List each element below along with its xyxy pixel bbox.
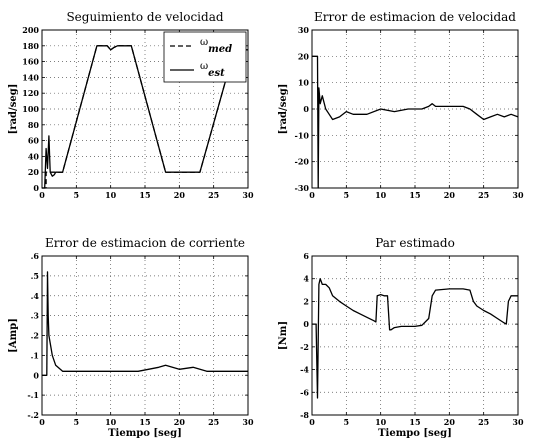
chart-panel-2: 0 5 10 15 20 25 30 -30 -20 -10 0 10 20 30 Error de est… [278,10,524,200]
legend-label-2: ωest [200,61,225,79]
x-tick-label-2: 10 [105,190,117,200]
x-tick-label-0: 0 [39,417,45,427]
y-tick-label-0: -30 [295,183,310,193]
x-tick-label-5: 25 [208,417,219,427]
x-tick-label-2: 10 [375,190,387,200]
chart-panel-4: 0 5 10 15 20 25 30 -8 -6 -4 -2 0 2 4 6 Par estimado [Nm]… [278,236,524,439]
y-tick-label-7: 6 [303,251,309,261]
y-tick-label-4: 0 [303,319,309,329]
x-tick-label-2: 10 [105,417,117,427]
chart-title: Seguimiento de velocidad [66,10,223,24]
y-tick-label-8: .6 [31,251,40,261]
y-tick-label-4: .2 [31,331,39,341]
y-tick-label-6: .4 [31,291,40,301]
y-tick-label-0: 0 [33,183,39,193]
y-tick-label-5: 20 [298,51,310,61]
x-tick-label-1: 5 [344,190,350,200]
y-tick-label-3: .1 [31,350,39,360]
x-tick-label-5: 25 [478,417,489,427]
plot-frame [41,255,249,416]
x-tick-label-0: 0 [39,190,45,200]
x-tick-label-6: 30 [242,190,254,200]
legend: ωmed ωest [163,31,247,83]
x-tick-label-5: 25 [208,190,219,200]
y-tick-label-6: 120 [22,88,39,98]
series-line-1 [312,55,519,189]
x-tick-label-4: 20 [174,190,186,200]
y-tick-label-9: 180 [22,41,39,51]
chart-panel-1: 0 5 10 15 20 25 30 0 20 40 60 80 100 120 140 160 180 200 S… [8,10,254,200]
y-tick-label-10: 200 [22,25,39,35]
y-tick-label-5: 2 [303,296,309,306]
x-tick-label-1: 5 [74,190,80,200]
x-tick-label-5: 25 [478,190,489,200]
y-tick-label-6: 30 [298,25,310,35]
legend-box [163,31,247,83]
x-tick-label-3: 15 [139,417,150,427]
y-axis-label: [Amp] [8,318,19,353]
y-tick-label-6: 4 [303,274,309,284]
series-line-2 [42,45,248,189]
y-tick-label-2: -10 [295,130,310,140]
legend-label-1: ωmed [200,37,232,55]
y-tick-label-1: -20 [295,157,310,167]
x-axis-label: Tiempo [seg] [108,428,182,439]
x-axis-label: Tiempo [seg] [378,428,452,439]
y-tick-label-2: 0 [33,370,39,380]
chart-panel-3: 0 5 10 15 20 25 30 -.2 -.1 0 .1 .2 .3 .4 .5 .6 Error de … [8,236,254,439]
chart-title: Par estimado [375,236,455,250]
y-tick-label-1: -.1 [27,390,39,400]
x-tick-label-3: 15 [409,417,420,427]
y-axis-label: [rad/seg] [278,84,289,135]
x-tick-label-4: 20 [444,417,456,427]
x-tick-label-1: 5 [74,417,80,427]
chart-title: Error de estimacion de velocidad [314,10,516,24]
x-tick-label-3: 15 [409,190,420,200]
series-line-1 [42,271,248,376]
x-tick-label-3: 15 [139,190,150,200]
chart-title: Error de estimacion de corriente [45,236,245,250]
x-tick-label-4: 20 [174,417,186,427]
plot-frame [311,255,519,416]
y-tick-label-7: 140 [22,72,39,82]
y-tick-label-4: 80 [28,120,40,130]
x-tick-label-0: 0 [309,190,315,200]
y-tick-label-4: 10 [298,78,310,88]
y-tick-label-5: 100 [22,104,39,114]
y-axis-label: [rad/seg] [8,84,19,135]
y-tick-label-1: -6 [300,387,309,397]
y-tick-label-3: 60 [28,136,40,146]
y-tick-label-1: 20 [28,167,40,177]
y-tick-label-8: 160 [22,57,39,67]
x-tick-label-1: 5 [344,417,350,427]
x-tick-label-6: 30 [512,417,524,427]
y-tick-label-2: 40 [28,151,40,161]
y-tick-label-0: -.2 [27,410,39,420]
y-tick-label-7: .5 [31,271,39,281]
x-tick-label-2: 10 [375,417,387,427]
y-tick-label-2: -4 [300,365,309,375]
y-tick-label-5: .3 [31,311,40,321]
x-tick-label-6: 30 [512,190,524,200]
y-tick-label-3: 0 [303,104,309,114]
x-tick-label-6: 30 [242,417,254,427]
series-line-1 [312,278,518,399]
y-tick-label-3: -2 [300,342,309,352]
x-tick-label-4: 20 [444,190,456,200]
y-tick-label-0: -8 [300,410,309,420]
y-axis-label: [Nm] [278,321,289,350]
x-tick-label-0: 0 [309,417,315,427]
